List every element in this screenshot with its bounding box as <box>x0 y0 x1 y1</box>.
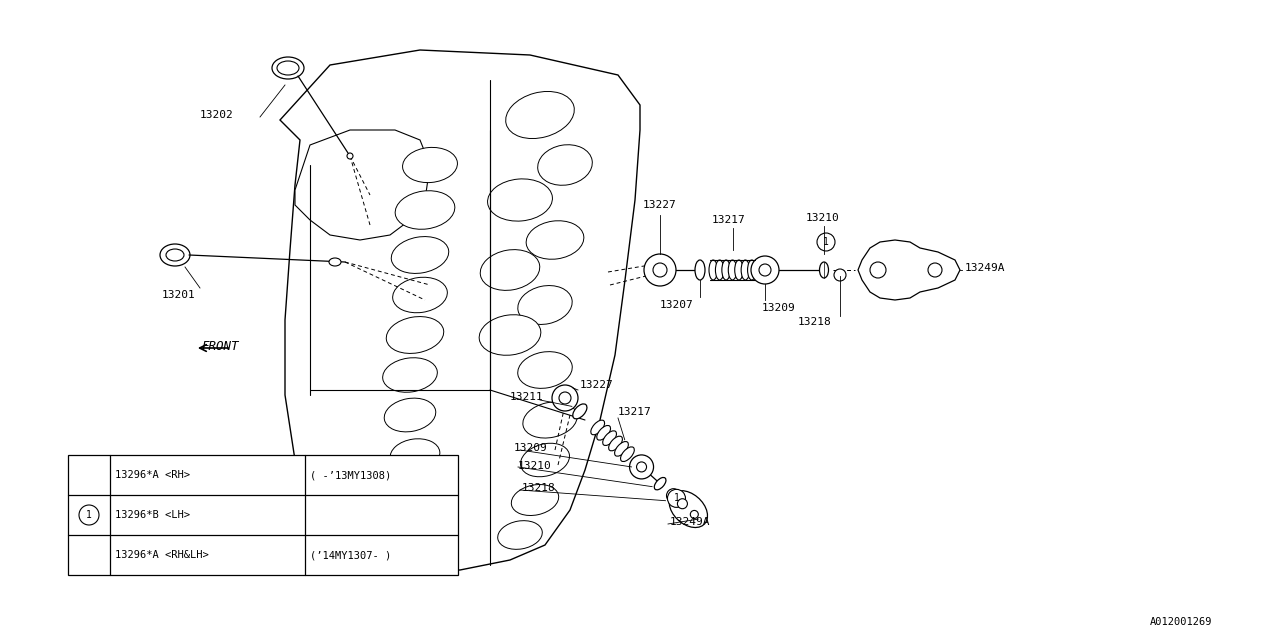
Text: ( -’13MY1308): ( -’13MY1308) <box>310 470 392 480</box>
Text: 13209: 13209 <box>762 303 796 313</box>
Circle shape <box>928 263 942 277</box>
Ellipse shape <box>393 277 447 313</box>
Ellipse shape <box>735 260 744 280</box>
Ellipse shape <box>166 249 184 261</box>
Text: 13210: 13210 <box>806 213 840 223</box>
Circle shape <box>690 511 699 518</box>
Circle shape <box>79 505 99 525</box>
Text: 13201: 13201 <box>163 290 196 300</box>
Ellipse shape <box>398 516 443 544</box>
Ellipse shape <box>479 315 541 355</box>
Ellipse shape <box>390 439 440 471</box>
Ellipse shape <box>654 477 666 490</box>
Ellipse shape <box>396 191 454 229</box>
Ellipse shape <box>538 145 593 185</box>
Text: (’14MY1307- ): (’14MY1307- ) <box>310 550 392 560</box>
Ellipse shape <box>329 258 340 266</box>
Ellipse shape <box>603 431 617 445</box>
Text: 13211: 13211 <box>509 392 544 402</box>
Polygon shape <box>280 50 640 570</box>
Text: 13296*A <RH&LH>: 13296*A <RH&LH> <box>115 550 209 560</box>
Polygon shape <box>294 130 430 240</box>
Polygon shape <box>858 240 960 300</box>
Ellipse shape <box>488 179 553 221</box>
Circle shape <box>751 256 780 284</box>
Text: 1: 1 <box>673 493 680 504</box>
Circle shape <box>630 455 654 479</box>
Ellipse shape <box>498 521 543 549</box>
Text: FRONT: FRONT <box>201 340 238 353</box>
Text: 13217: 13217 <box>618 407 652 417</box>
Ellipse shape <box>716 260 724 280</box>
Ellipse shape <box>819 262 828 278</box>
Ellipse shape <box>596 426 611 440</box>
Ellipse shape <box>709 260 717 280</box>
Ellipse shape <box>276 61 300 75</box>
Text: 13296*B <LH>: 13296*B <LH> <box>115 510 189 520</box>
Text: A012001269: A012001269 <box>1149 617 1212 627</box>
Circle shape <box>552 385 579 411</box>
Text: 13207: 13207 <box>660 300 694 310</box>
Ellipse shape <box>480 250 540 291</box>
Ellipse shape <box>728 260 737 280</box>
Ellipse shape <box>383 358 438 392</box>
Circle shape <box>835 269 846 281</box>
Text: 13202: 13202 <box>200 110 234 120</box>
Ellipse shape <box>511 484 558 515</box>
Text: 1: 1 <box>86 510 92 520</box>
Ellipse shape <box>522 402 577 438</box>
Ellipse shape <box>392 479 439 510</box>
Ellipse shape <box>517 351 572 388</box>
Circle shape <box>667 490 686 508</box>
Ellipse shape <box>384 398 435 432</box>
Circle shape <box>817 233 835 251</box>
Ellipse shape <box>609 436 622 451</box>
Text: 13227: 13227 <box>643 200 677 210</box>
Ellipse shape <box>387 317 444 353</box>
Ellipse shape <box>591 420 604 435</box>
Text: 13227: 13227 <box>580 380 613 390</box>
Ellipse shape <box>621 447 635 461</box>
Text: 13218: 13218 <box>797 317 832 327</box>
Circle shape <box>636 462 646 472</box>
Circle shape <box>667 489 681 502</box>
Ellipse shape <box>160 244 189 266</box>
Circle shape <box>559 392 571 404</box>
Ellipse shape <box>572 404 588 419</box>
Ellipse shape <box>392 237 449 273</box>
Text: 13210: 13210 <box>518 461 552 471</box>
Polygon shape <box>68 455 458 575</box>
Circle shape <box>644 254 676 286</box>
Circle shape <box>653 263 667 277</box>
Text: 13249A: 13249A <box>965 263 1006 273</box>
Text: 13209: 13209 <box>515 443 548 453</box>
Circle shape <box>870 262 886 278</box>
Circle shape <box>759 264 771 276</box>
Circle shape <box>677 499 687 509</box>
Text: 13249A: 13249A <box>669 517 710 527</box>
Circle shape <box>347 153 353 159</box>
Text: 1: 1 <box>823 237 829 247</box>
Ellipse shape <box>614 442 628 456</box>
Ellipse shape <box>748 260 756 280</box>
Ellipse shape <box>722 260 731 280</box>
Ellipse shape <box>695 260 705 280</box>
Ellipse shape <box>506 92 575 138</box>
Ellipse shape <box>403 147 457 182</box>
Polygon shape <box>669 491 708 527</box>
Ellipse shape <box>518 285 572 324</box>
Ellipse shape <box>521 444 570 477</box>
Ellipse shape <box>741 260 750 280</box>
Ellipse shape <box>273 57 305 79</box>
Text: 13217: 13217 <box>712 215 746 225</box>
Text: 13296*A <RH>: 13296*A <RH> <box>115 470 189 480</box>
Text: 13218: 13218 <box>522 483 556 493</box>
Ellipse shape <box>526 221 584 259</box>
